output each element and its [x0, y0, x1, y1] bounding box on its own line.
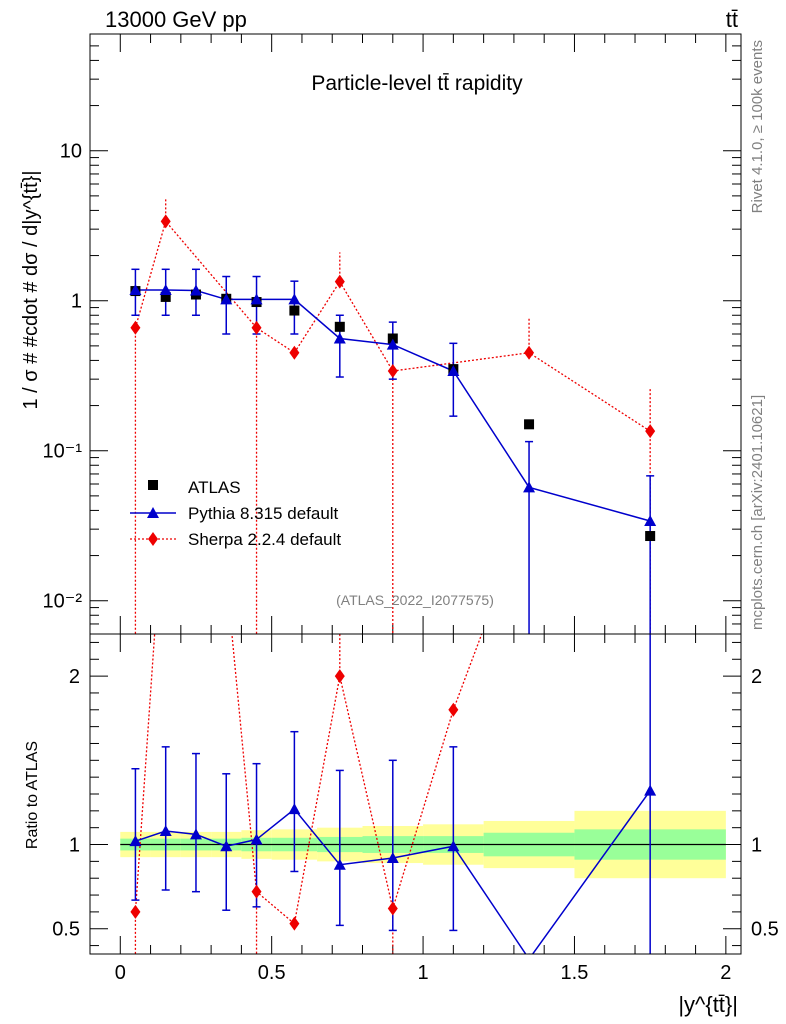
legend: ATLAS Pythia 8.315 default Sherpa 2.2.4 … — [130, 478, 341, 549]
pythia-ratio-point — [288, 803, 301, 815]
legend-label-sherpa: Sherpa 2.2.4 default — [188, 530, 341, 549]
y-tick-label: 10 — [60, 141, 82, 163]
sherpa-point — [289, 345, 300, 360]
pythia-point — [189, 284, 202, 296]
pythia-ratio-point — [447, 840, 460, 852]
main-data-layer — [129, 198, 657, 634]
x-tick-label: 0 — [115, 962, 126, 984]
ratio-frame — [89, 633, 742, 955]
atlas-point — [334, 321, 345, 332]
energy-label: 13000 GeV pp — [105, 7, 247, 32]
x-tick-label: 0.5 — [258, 962, 286, 984]
ratio-panel: 0 0.5 1 1.5 2 0.5 0.5 1 1 2 2 Ratio to ATLAS — [24, 164, 779, 984]
ratio-data-layer — [129, 164, 657, 954]
pythia-point — [644, 515, 657, 527]
atlas-point — [289, 305, 300, 316]
sherpa-ratio-point — [221, 568, 231, 582]
ratio-axis-ticks: 0 0.5 1 1.5 2 0.5 0.5 1 1 2 2 — [52, 634, 779, 984]
ratio-y-tick-label-right: 2 — [751, 666, 762, 688]
pythia-ratio-point — [250, 833, 263, 845]
sherpa-ratio-point — [448, 702, 459, 717]
pythia-point — [447, 365, 460, 377]
sherpa-ratio-line — [134, 634, 483, 925]
sherpa-point — [334, 274, 345, 289]
pythia-ratio-point — [333, 858, 346, 870]
x-tick-label: 1 — [418, 962, 429, 984]
sherpa-ratio-point — [645, 164, 655, 178]
legend-marker-sherpa — [148, 532, 158, 546]
y-tick-label: 10⁻² — [43, 591, 83, 613]
pythia-point — [386, 338, 399, 350]
ratio-y-tick-label: 0.5 — [52, 919, 80, 941]
pythia-point — [288, 293, 301, 305]
sherpa-line — [134, 220, 651, 432]
pythia-ratio-point — [220, 840, 233, 852]
x-tick-label: 2 — [720, 962, 731, 984]
pythia-ratio-point — [644, 784, 657, 796]
atlas-point — [645, 531, 656, 542]
sherpa-ratio-point — [289, 916, 300, 931]
sherpa-point — [130, 320, 141, 335]
sherpa-point — [251, 320, 262, 335]
x-axis-label: |y^{tt̄}| — [678, 992, 738, 1017]
ratio-y-tick-label: 1 — [69, 835, 80, 857]
pythia-point — [250, 293, 263, 305]
sherpa-point — [160, 214, 171, 229]
pythia-ratio-point — [528, 953, 530, 954]
legend-label-atlas: ATLAS — [188, 478, 241, 497]
pythia-ratio-point — [129, 835, 142, 847]
pythia-point — [333, 332, 346, 344]
sherpa-ratio-point — [161, 467, 171, 481]
ratio-y-tick-label-right: 1 — [751, 835, 762, 857]
atlas-point — [524, 419, 535, 430]
pythia-point — [159, 283, 172, 295]
process-label: tt̄ — [726, 7, 738, 32]
pythia-ratio-point — [386, 852, 399, 863]
chart-title: Particle-level tt̄ rapidity — [311, 72, 523, 95]
legend-marker-atlas — [148, 480, 158, 490]
legend-label-pythia: Pythia 8.315 default — [188, 504, 339, 523]
sherpa-point — [645, 424, 656, 439]
sherpa-ratio-point — [387, 901, 398, 916]
pythia-ratio-point — [159, 825, 172, 837]
mcplots-label: mcplots.cern.ch [arXiv:2401.10621] — [749, 395, 766, 630]
atlas-point — [160, 291, 171, 302]
pythia-point — [129, 283, 142, 295]
sherpa-point — [524, 345, 535, 360]
analysis-tag: (ATLAS_2022_I2077575) — [336, 592, 494, 608]
sherpa-ratio-point — [130, 904, 141, 919]
y-axis-label: 1 / σ # #cdot # dσ / d|y^{tt̄}| — [20, 170, 42, 409]
pythia-ratio-point — [189, 828, 202, 840]
y-tick-label: 1 — [71, 291, 82, 313]
atlas-point — [387, 333, 398, 344]
ratio-y-tick-label-right: 0.5 — [751, 919, 779, 941]
pythia-point — [523, 481, 536, 493]
sherpa-ratio-point — [334, 669, 345, 684]
rivet-label: Rivet 4.1.0, ≥ 100k events — [749, 40, 766, 213]
ratio-y-axis-label: Ratio to ATLAS — [24, 741, 41, 849]
sherpa-point — [387, 364, 398, 379]
x-tick-label: 1.5 — [561, 962, 589, 984]
ratio-y-tick-label: 2 — [69, 666, 80, 688]
pythia-point — [220, 293, 233, 305]
y-tick-label: 10⁻¹ — [43, 441, 83, 463]
legend-marker-pythia — [147, 507, 159, 518]
sherpa-ratio-point — [251, 884, 262, 899]
ratio-uncertainty-band — [120, 810, 726, 879]
